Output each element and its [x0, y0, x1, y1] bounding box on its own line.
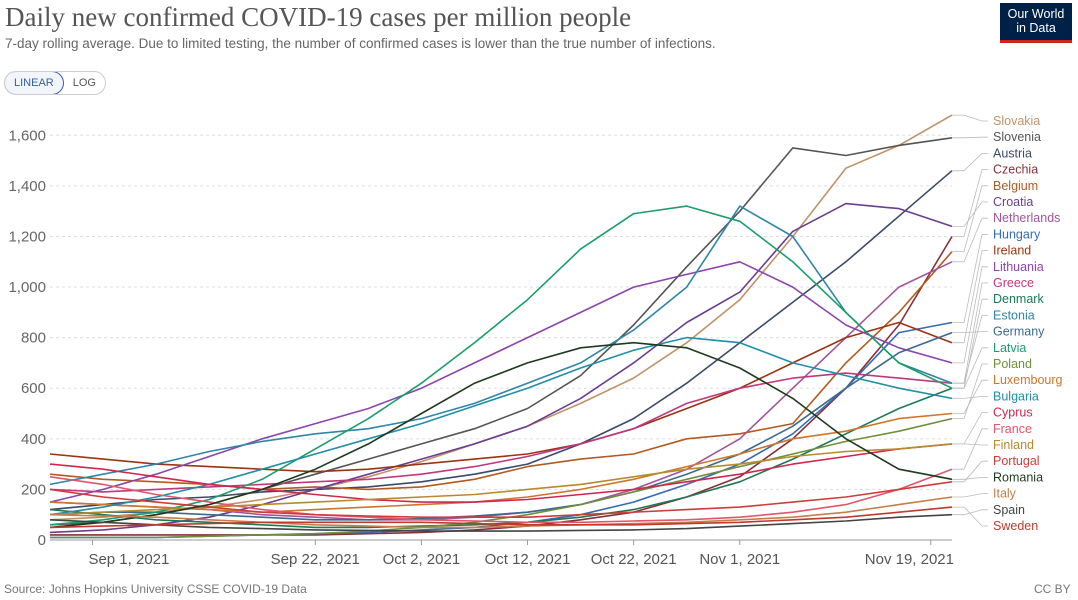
- series-label-luxembourg[interactable]: Luxembourg: [993, 373, 1063, 387]
- label-connector: [952, 460, 988, 483]
- series-line-belgium[interactable]: [49, 251, 953, 491]
- label-connector: [952, 379, 988, 414]
- label-connector: [952, 363, 988, 420]
- label-connector: [952, 282, 988, 384]
- y-tick-label: 1,000: [8, 279, 46, 296]
- label-connector: [952, 314, 988, 384]
- series-line-cyprus[interactable]: [49, 443, 953, 503]
- y-tick-label: 1,600: [8, 127, 46, 144]
- logo-line2: in Data: [1016, 21, 1056, 35]
- y-tick-label: 600: [21, 380, 46, 397]
- series-label-spain[interactable]: Spain: [993, 503, 1025, 517]
- label-connector: [952, 331, 988, 334]
- series-label-czechia[interactable]: Czechia: [993, 163, 1038, 177]
- label-connector: [952, 250, 988, 344]
- series-line-poland[interactable]: [50, 417, 953, 539]
- series-label-cyprus[interactable]: Cyprus: [993, 406, 1033, 420]
- series-label-finland[interactable]: Finland: [993, 438, 1034, 452]
- series-line-romania[interactable]: [49, 341, 953, 529]
- label-connector: [952, 443, 988, 446]
- label-connector: [952, 169, 988, 237]
- x-tick-label: Nov 1, 2021: [699, 551, 780, 568]
- series-label-france[interactable]: France: [993, 422, 1032, 436]
- label-connector: [952, 201, 988, 227]
- series-label-romania[interactable]: Romania: [993, 470, 1043, 484]
- chart-title: Daily new confirmed COVID-19 cases per m…: [5, 2, 632, 32]
- log-button[interactable]: LOG: [72, 77, 96, 89]
- label-connector: [952, 185, 988, 253]
- label-connector: [952, 233, 988, 323]
- label-connector: [952, 509, 988, 516]
- label-connector: [952, 476, 988, 480]
- x-tick-label: Oct 2, 2021: [383, 551, 461, 568]
- series-line-spain[interactable]: [49, 513, 953, 532]
- series-label-portugal[interactable]: Portugal: [993, 454, 1040, 468]
- label-connector: [952, 266, 988, 364]
- label-connector: [952, 217, 988, 263]
- y-tick-label: 1,200: [8, 228, 46, 245]
- series-line-luxembourg[interactable]: [49, 412, 953, 514]
- label-connector: [952, 493, 988, 498]
- x-tick-label: Oct 22, 2021: [591, 551, 677, 568]
- x-tick-label: Sep 1, 2021: [88, 551, 169, 568]
- series-line-germany[interactable]: [49, 331, 953, 521]
- series-line-estonia[interactable]: [49, 205, 953, 486]
- series-line-greece[interactable]: [49, 372, 953, 493]
- series-line-france[interactable]: [49, 468, 953, 524]
- series-label-italy[interactable]: Italy: [993, 487, 1017, 501]
- logo-line1: Our World: [1007, 7, 1065, 21]
- series-line-bulgaria[interactable]: [49, 336, 953, 516]
- source-note: Source: Johns Hopkins University CSSE CO…: [4, 582, 307, 596]
- owid-logo[interactable]: Our World in Data: [1000, 3, 1072, 43]
- series-label-austria[interactable]: Austria: [993, 146, 1032, 160]
- series-label-lithuania[interactable]: Lithuania: [993, 260, 1044, 274]
- series-label-sweden[interactable]: Sweden: [993, 519, 1038, 533]
- y-tick-label: 1,400: [8, 178, 46, 195]
- y-tick-label: 200: [21, 481, 46, 498]
- license-link[interactable]: CC BY: [1034, 582, 1071, 596]
- label-connector: [952, 395, 988, 399]
- y-tick-label: 800: [21, 330, 46, 347]
- y-tick-label: 400: [21, 431, 46, 448]
- series-label-netherlands[interactable]: Netherlands: [993, 211, 1060, 225]
- linear-button[interactable]: LINEAR: [4, 72, 64, 94]
- series-label-greece[interactable]: Greece: [993, 276, 1034, 290]
- scale-toggle: LINEAR LOG: [4, 71, 106, 95]
- series-label-slovakia[interactable]: Slovakia: [993, 114, 1040, 128]
- series-line-austria[interactable]: [49, 170, 953, 511]
- series-label-ireland[interactable]: Ireland: [993, 244, 1031, 258]
- series-label-estonia[interactable]: Estonia: [993, 308, 1035, 322]
- x-tick-label: Sep 22, 2021: [271, 551, 360, 568]
- series-line-slovakia[interactable]: [49, 114, 953, 521]
- series-line-czechia[interactable]: [50, 236, 953, 536]
- label-connector: [952, 428, 988, 470]
- x-tick-label: Nov 19, 2021: [865, 551, 954, 568]
- label-connector: [952, 412, 988, 445]
- chart-subtitle: 7-day rolling average. Due to limited te…: [5, 36, 716, 51]
- label-connector: [952, 506, 988, 527]
- series-line-sweden[interactable]: [49, 506, 953, 529]
- series-label-poland[interactable]: Poland: [993, 357, 1032, 371]
- y-tick-label: 0: [38, 532, 46, 549]
- series-line-italy[interactable]: [49, 496, 953, 529]
- series-label-slovenia[interactable]: Slovenia: [993, 130, 1041, 144]
- x-tick-label: Oct 12, 2021: [485, 551, 571, 568]
- series-label-hungary[interactable]: Hungary: [993, 227, 1041, 241]
- label-connector: [952, 152, 988, 172]
- series-label-croatia[interactable]: Croatia: [993, 195, 1033, 209]
- series-line-croatia[interactable]: [49, 202, 953, 534]
- series-label-germany[interactable]: Germany: [993, 325, 1045, 339]
- series-label-denmark[interactable]: Denmark: [993, 292, 1044, 306]
- series-line-slovenia[interactable]: [49, 137, 953, 526]
- series-line-finland[interactable]: [49, 443, 953, 516]
- series-label-latvia[interactable]: Latvia: [993, 341, 1026, 355]
- series-line-ireland[interactable]: [49, 321, 953, 473]
- label-connector: [952, 347, 988, 389]
- series-label-bulgaria[interactable]: Bulgaria: [993, 389, 1039, 403]
- label-connector: [952, 114, 988, 122]
- series-line-lithuania[interactable]: [49, 260, 953, 503]
- label-connector: [952, 136, 988, 139]
- series-label-belgium[interactable]: Belgium: [993, 179, 1038, 193]
